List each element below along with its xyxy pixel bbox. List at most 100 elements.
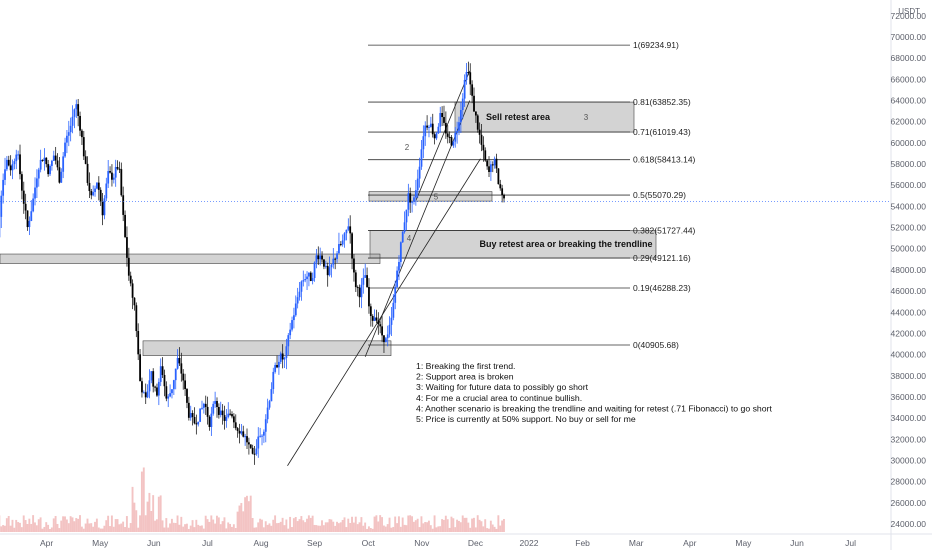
candle-body (165, 386, 167, 398)
y-tick-label: 50000.00 (891, 244, 927, 254)
volume-bar (47, 525, 49, 532)
candle-body (248, 442, 250, 444)
volume-bar (66, 520, 68, 532)
volume-bar (75, 518, 77, 532)
volume-bar (162, 520, 164, 532)
candle-body (227, 414, 229, 417)
volume-bar (184, 524, 186, 532)
volume-bar (137, 528, 139, 532)
candle-body (484, 150, 486, 160)
candle-body (233, 416, 235, 422)
volume-bar (147, 502, 149, 532)
volume-bar (310, 518, 312, 532)
candle-body (464, 80, 466, 99)
candle-body (452, 142, 454, 146)
volume-bar (4, 526, 6, 532)
candle-body (42, 160, 44, 161)
candle-body (70, 126, 72, 132)
candle-body (132, 283, 134, 297)
candle-body (274, 365, 276, 372)
candle-body (482, 145, 484, 151)
volume-bar (302, 520, 304, 532)
candle-body (271, 389, 273, 401)
volume-bar (239, 506, 241, 532)
volume-bar (351, 517, 353, 532)
x-tick-label: Sep (307, 538, 322, 548)
volume-bar (265, 521, 267, 532)
volume-bar (94, 522, 96, 532)
volume-bar (257, 522, 259, 532)
fib-label: 0.19(46288.23) (633, 283, 691, 293)
volume-bar (77, 519, 79, 532)
fib-label: 0(40905.68) (633, 340, 679, 350)
candle-body (179, 358, 181, 363)
volume-bar (368, 526, 370, 532)
volume-bar (60, 521, 62, 532)
volume-bar (289, 517, 291, 532)
candle-body (475, 112, 477, 116)
volume-bar (252, 518, 254, 532)
candle-body (235, 422, 237, 428)
candle-body (186, 389, 188, 403)
y-tick-label: 30000.00 (891, 455, 927, 465)
candle-body (250, 444, 252, 447)
zone-label: Sell retest area (486, 112, 551, 122)
volume-bar (417, 519, 419, 532)
annotation-line: 1: Breaking the first trend. (416, 361, 515, 371)
candle-body (310, 273, 312, 281)
candle-body (252, 448, 254, 454)
x-tick-label: May (735, 538, 752, 548)
y-tick-label: 48000.00 (891, 265, 927, 275)
volume-bar (244, 497, 246, 532)
volume-bar (471, 519, 473, 532)
marker-label: 2 (405, 143, 410, 152)
fibonacci-levels[interactable]: 1(69234.91)0.81(63852.35)0.71(61019.43)0… (368, 40, 696, 350)
candle-body (319, 256, 321, 260)
candle-body (269, 401, 271, 407)
candle-body (111, 173, 113, 180)
volume-bar (224, 517, 226, 532)
volume-bar (355, 517, 357, 532)
candle-body (497, 169, 499, 185)
candle-body (154, 387, 156, 388)
candle-body (327, 266, 329, 275)
volume-bar (344, 517, 346, 532)
volume-bar (195, 520, 197, 532)
volume-bar (420, 516, 422, 532)
volume-bar (381, 517, 383, 532)
volume-bar (115, 519, 117, 532)
volume-bar (276, 523, 278, 532)
volume-bar (486, 528, 488, 532)
volume-bar (15, 520, 17, 532)
fib-label: 0.71(61019.43) (633, 127, 691, 137)
candle-body (220, 411, 222, 415)
y-tick-label: 26000.00 (891, 498, 927, 508)
candle-body (259, 436, 261, 437)
candle-body (201, 408, 203, 409)
volume-bar (284, 525, 286, 532)
volume-bar (85, 524, 87, 532)
candle-body (109, 171, 111, 173)
candle-body (426, 126, 428, 128)
y-axis[interactable]: USDT72000.0070000.0068000.0066000.006400… (891, 0, 932, 550)
candle-body (55, 156, 57, 161)
volume-bar (375, 515, 377, 532)
candle-body (162, 366, 164, 375)
trendline (416, 71, 470, 200)
candle-body (197, 422, 199, 425)
volume-bar (285, 520, 287, 532)
volume-bar (481, 521, 483, 532)
fib-label: 0.81(63852.35) (633, 97, 691, 107)
candle-body (75, 104, 77, 109)
candle-body (81, 131, 83, 137)
candle-body (10, 165, 12, 170)
volume-bar (190, 526, 192, 532)
volume-bar (462, 515, 464, 532)
candle-body (173, 380, 175, 389)
volume-bar (499, 526, 501, 532)
volume-bar (484, 519, 486, 532)
